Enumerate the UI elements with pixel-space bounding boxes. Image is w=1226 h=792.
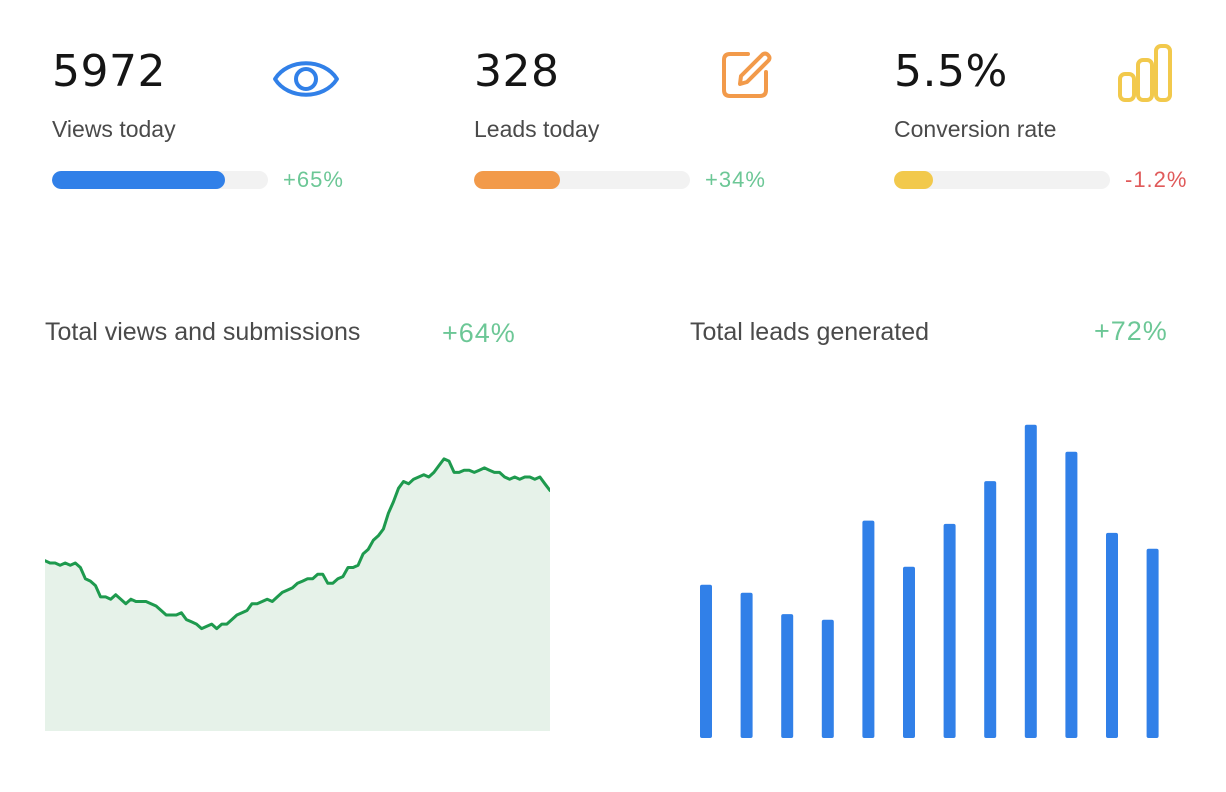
stat-label: Views today <box>52 116 176 142</box>
bar-chart-title: Total leads generated <box>690 318 930 346</box>
area-chart-title: Total views and submissions <box>45 318 361 346</box>
bar-chart <box>700 424 1159 738</box>
stat-card-views: 5972 Views today +65% <box>52 40 372 200</box>
bar <box>781 614 794 738</box>
bar-chart-change: +72% <box>1094 316 1168 346</box>
area-fill <box>45 458 550 731</box>
stat-change: +65% <box>283 167 344 192</box>
stat-card-conversion: 5.5% Conversion rate -1.2% <box>894 40 1214 200</box>
stat-card-leads: 328 Leads today +34% <box>474 40 794 200</box>
progress-fill <box>474 171 561 189</box>
stat-label: Leads today <box>474 116 600 142</box>
bar <box>700 584 712 738</box>
bar <box>1065 451 1078 738</box>
stat-value: 5972 <box>52 46 166 97</box>
progress-fill <box>894 171 933 189</box>
progress-fill <box>52 171 225 189</box>
eye-icon <box>270 46 342 112</box>
bar <box>862 520 875 738</box>
bar <box>740 592 753 738</box>
area-chart <box>45 457 550 731</box>
bar <box>1024 424 1037 738</box>
progress-bar <box>894 171 1110 189</box>
progress-bar <box>52 171 268 189</box>
bar <box>984 481 997 738</box>
bar <box>1146 548 1159 738</box>
stat-value: 5.5% <box>894 46 1008 97</box>
stat-change: -1.2% <box>1125 167 1188 192</box>
progress-bar <box>474 171 690 189</box>
bar <box>821 619 834 738</box>
bar <box>903 566 915 738</box>
area-chart-change: +64% <box>442 318 516 348</box>
bar <box>1106 532 1118 738</box>
stat-change: +34% <box>705 167 766 192</box>
edit-icon <box>718 44 774 104</box>
bar-chart-icon <box>1116 42 1176 104</box>
series-line <box>45 457 550 631</box>
stat-label: Conversion rate <box>894 116 1057 142</box>
stat-value: 328 <box>474 46 560 97</box>
bar <box>943 523 956 738</box>
